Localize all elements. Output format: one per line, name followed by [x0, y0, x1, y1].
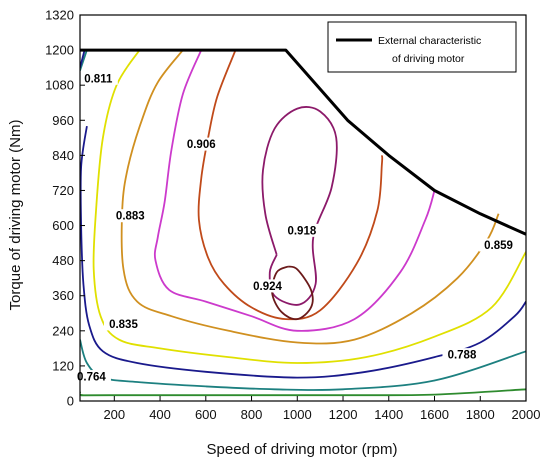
legend-text-line2: of driving motor — [392, 53, 465, 65]
contour-0.906 — [197, 49, 384, 321]
contour-label-0.918: 0.918 — [287, 225, 316, 237]
contour-0.811 — [80, 49, 86, 68]
legend-text-line1: External characteristic — [378, 35, 481, 47]
x-tick-label-600: 600 — [195, 407, 217, 422]
contour-0.883 — [153, 49, 436, 332]
x-tick-label-1600: 1600 — [420, 407, 449, 422]
external-characteristic-curve — [80, 48, 527, 236]
x-tick-label-200: 200 — [103, 407, 125, 422]
legend: External characteristic of driving motor — [327, 21, 517, 73]
contour-0.918 — [261, 106, 338, 306]
contour-label-bg — [110, 209, 150, 223]
plot-frame — [79, 14, 527, 402]
contour-label-bg — [78, 71, 118, 85]
contour-lines — [80, 49, 526, 397]
y-tick-label-0: 0 — [67, 394, 74, 409]
contour-label-bg — [71, 370, 111, 384]
contour-label-bg — [442, 348, 482, 362]
x-tick-label-800: 800 — [241, 407, 263, 422]
external-characteristic-line — [80, 48, 527, 236]
contour-0.788 — [80, 49, 88, 71]
x-tick-label-1000: 1000 — [283, 407, 312, 422]
y-tick-label-120: 120 — [52, 358, 74, 373]
contour-0.859 — [120, 49, 500, 345]
x-tick-label-1200: 1200 — [329, 407, 358, 422]
y-tick-label-1200: 1200 — [45, 43, 74, 58]
contour-labels: 0.764 0.788 0.811 0.835 0.859 0.883 0.906 0.918… — [71, 71, 519, 384]
axis-ticks: 200 400 600 800 1000 1200 1400 1600 1800 2000 0 120… — [45, 8, 540, 423]
contour-label-bg — [103, 317, 143, 331]
y-axis-title: Torque of driving motor (Nm) — [7, 120, 24, 311]
x-axis-title: Speed of driving motor (rpm) — [207, 441, 398, 458]
x-tick-label-1800: 1800 — [466, 407, 495, 422]
contour-label-bg — [248, 279, 288, 293]
legend-box — [327, 21, 517, 73]
contour-0.811 — [80, 125, 526, 379]
y-tick-label-600: 600 — [52, 218, 74, 233]
contour-label-0.764: 0.764 — [77, 372, 106, 384]
x-tick-label-400: 400 — [149, 407, 171, 422]
y-tick-label-1080: 1080 — [45, 78, 74, 93]
y-tick-label-360: 360 — [52, 288, 74, 303]
y-tick-label-480: 480 — [52, 253, 74, 268]
x-tick-label-1400: 1400 — [374, 407, 403, 422]
contour-0.835 — [92, 49, 526, 364]
contour-0.764 — [80, 388, 526, 397]
contour-label-0.811: 0.811 — [84, 73, 113, 85]
x-tick-label-2000: 2000 — [512, 407, 541, 422]
contour-label-bg — [282, 223, 322, 237]
y-tick-label-720: 720 — [52, 183, 74, 198]
y-tick-label-1320: 1320 — [45, 8, 74, 23]
contour-label-bg — [181, 137, 221, 151]
contour-label-bg — [479, 238, 519, 252]
y-tick-label-960: 960 — [52, 113, 74, 128]
contour-label-0.788: 0.788 — [448, 350, 477, 362]
contour-label-0.883: 0.883 — [116, 211, 145, 223]
contour-label-0.906: 0.906 — [187, 139, 216, 151]
contour-label-0.835: 0.835 — [109, 319, 138, 331]
contour-label-0.859: 0.859 — [484, 240, 513, 252]
contour-0.924 — [271, 265, 314, 321]
y-tick-label-240: 240 — [52, 323, 74, 338]
contour-label-0.924: 0.924 — [253, 281, 282, 293]
y-tick-label-840: 840 — [52, 148, 74, 163]
